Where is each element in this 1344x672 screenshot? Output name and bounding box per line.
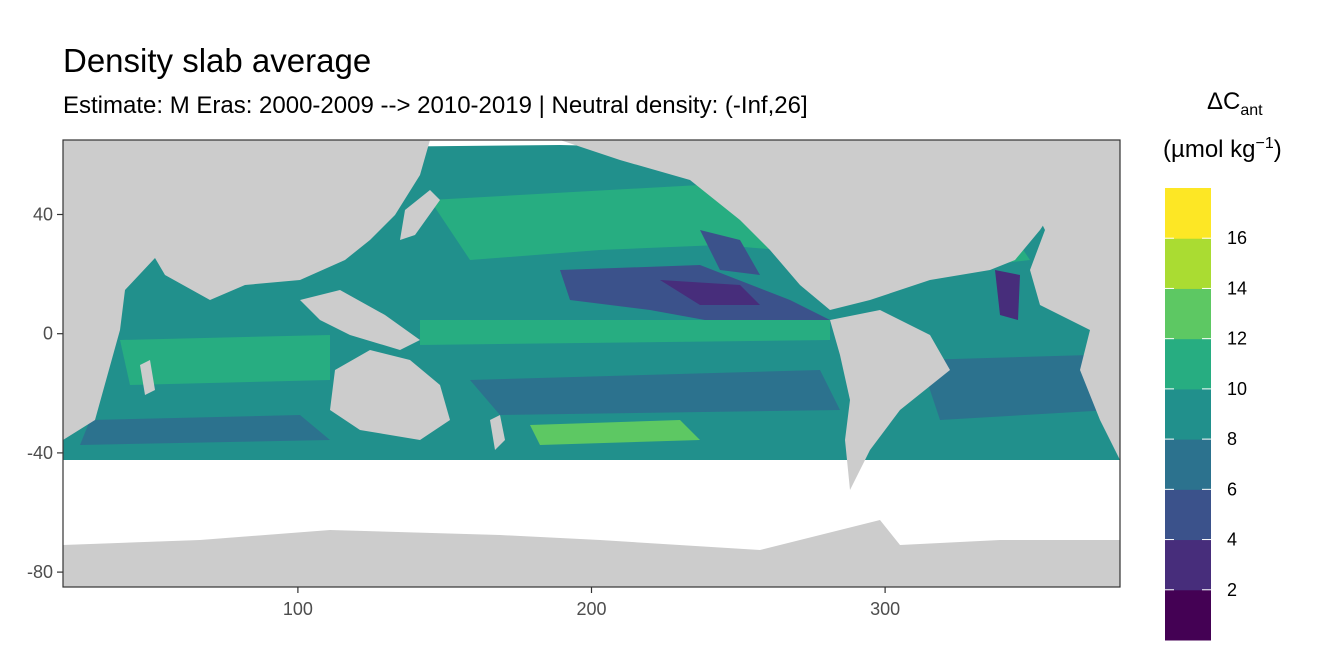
legend-break-label: 4 (1227, 530, 1237, 550)
legend-color-step-7 (1165, 238, 1211, 289)
y-tick-label: -80 (27, 562, 53, 582)
south-pacific-bright (530, 420, 700, 445)
legend-title-unit: (µmol kg−1) (1163, 135, 1282, 164)
legend-break-label: 2 (1227, 580, 1237, 600)
legend-break-label: 14 (1227, 278, 1247, 298)
legend-break-label: 16 (1227, 228, 1247, 248)
legend-color-step-3 (1165, 439, 1211, 490)
north-pacific-band (430, 185, 780, 260)
legend-color-step-4 (1165, 388, 1211, 440)
legend-break-label: 12 (1227, 329, 1247, 349)
madagascar-land (140, 360, 155, 395)
legend-color-step-5 (1165, 338, 1211, 390)
y-tick-label: 0 (43, 324, 53, 344)
south-atlantic-band (920, 355, 1110, 420)
land-masses (63, 140, 1120, 587)
maritime-continent-land (300, 290, 420, 350)
legend-color-step-8 (1165, 188, 1211, 239)
legend-color-step-1 (1165, 539, 1211, 591)
legend-break-label: 8 (1227, 429, 1237, 449)
south-america-land (830, 310, 950, 490)
europe-africa-east-land (1030, 150, 1120, 460)
plot-title: Density slab average (63, 42, 372, 79)
africa-eurasia-land (63, 140, 430, 440)
equatorial-pacific-band (420, 320, 830, 345)
legend-color-step-2 (1165, 489, 1211, 541)
map-layers (63, 140, 1120, 587)
new-zealand-land (490, 415, 505, 450)
plot-subtitle: Estimate: M Eras: 2000-2009 --> 2010-201… (63, 92, 808, 119)
y-tick-label: 40 (33, 205, 53, 225)
legend-title-subscript: ant (1240, 101, 1263, 119)
x-tick-label: 200 (576, 599, 606, 619)
antarctica-land (63, 520, 1120, 587)
legend-unit-superscript: −1 (1255, 135, 1274, 152)
east-pacific-min (660, 280, 760, 305)
ocean-patterns (80, 185, 1110, 445)
southern-ocean-no-data (63, 460, 1120, 545)
north-america-land (560, 140, 1120, 310)
legend-title-symbol: ΔC (1207, 88, 1241, 115)
x-tick-label: 100 (283, 599, 313, 619)
legend-color-step-6 (1165, 288, 1211, 340)
south-pacific-band (470, 370, 840, 415)
color-legend: 2 4 6 8 10 12 14 16 (1165, 188, 1247, 641)
japan-land (400, 190, 440, 240)
indian-ocean-band (120, 335, 330, 385)
legend-unit-suffix: ) (1273, 136, 1282, 163)
legend-break-label: 6 (1227, 479, 1237, 499)
legend-unit-prefix: (µmol kg (1163, 136, 1256, 163)
y-tick-label: -40 (27, 443, 53, 463)
gulf-alaska-low (700, 230, 760, 275)
legend-break-label: 10 (1227, 379, 1247, 399)
x-tick-label: 300 (870, 599, 900, 619)
australia-land (330, 350, 450, 440)
canary-upwelling-low (995, 270, 1020, 320)
indian-ocean-south (80, 415, 330, 445)
greenland-land (900, 140, 980, 160)
legend-title-variable: ΔCant (1207, 88, 1263, 120)
legend-color-step-0 (1165, 589, 1211, 641)
